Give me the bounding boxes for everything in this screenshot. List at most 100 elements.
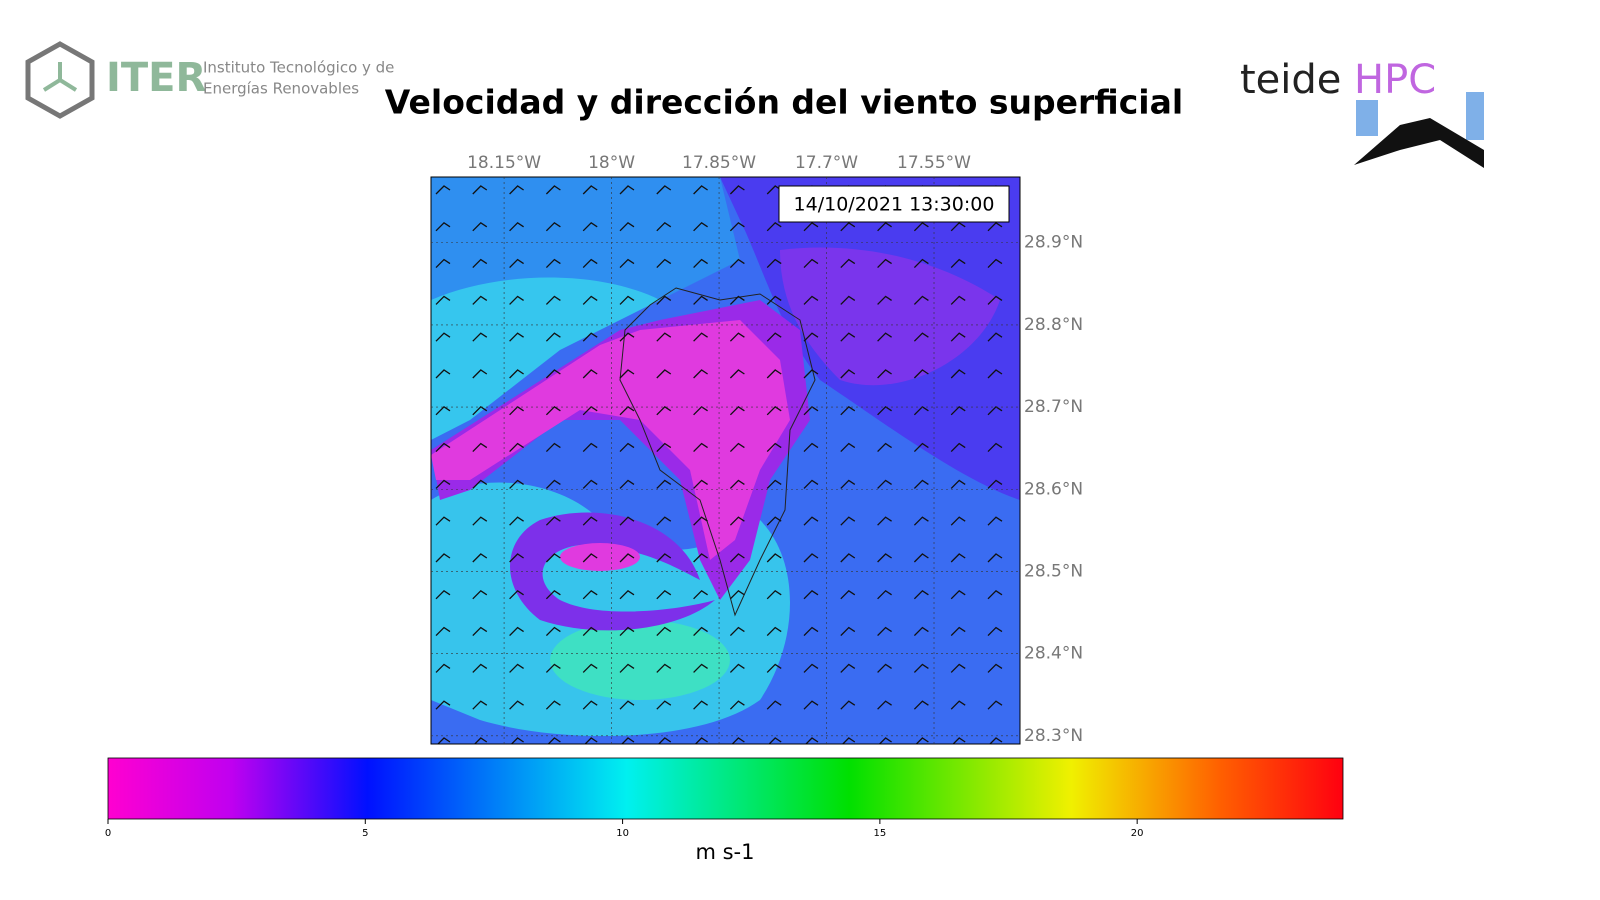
field-area xyxy=(550,620,730,700)
wind-barb xyxy=(509,553,524,563)
wind-barb xyxy=(693,221,708,232)
colorbar-tick-label: 10 xyxy=(616,828,629,839)
wind-barbs xyxy=(435,185,1003,744)
wind-barb xyxy=(913,663,929,673)
wind-barb xyxy=(584,737,598,744)
wind-barb xyxy=(509,185,524,195)
lat-label: 28.8°N xyxy=(1024,315,1083,335)
wind-barb xyxy=(435,553,451,563)
wind-barb xyxy=(435,516,451,526)
wind-barb xyxy=(803,369,819,379)
wind-barb xyxy=(545,553,561,563)
wind-barb xyxy=(472,369,488,379)
wind-barb xyxy=(656,405,672,416)
wind-barb xyxy=(877,405,892,416)
wind-barb xyxy=(693,258,708,269)
wind-barb xyxy=(582,589,598,600)
wind-barb xyxy=(950,369,966,379)
wind-barb xyxy=(693,516,708,526)
wind-barb xyxy=(877,700,892,710)
logo-line: Instituto Tecnológico y de xyxy=(203,59,394,77)
wind-barb xyxy=(693,663,708,673)
logo-icon xyxy=(25,41,95,119)
field-area xyxy=(560,543,640,571)
wind-barb xyxy=(435,221,451,232)
wind-barb xyxy=(437,737,451,744)
wind-barb xyxy=(913,369,929,379)
wind-barb xyxy=(840,221,856,232)
wind-barb xyxy=(509,295,524,305)
wind-barb xyxy=(472,663,488,673)
wind-barb xyxy=(656,479,672,489)
wind-barb xyxy=(878,737,892,744)
wind-barb xyxy=(509,516,524,526)
wind-barb xyxy=(840,589,856,600)
wind-barb xyxy=(729,479,745,489)
wind-barb xyxy=(694,737,708,744)
timestamp-box xyxy=(778,185,1010,223)
wind-barb xyxy=(510,737,524,744)
wind-barb xyxy=(545,442,561,453)
wind-barb xyxy=(472,589,488,600)
wind-barb xyxy=(545,663,561,673)
colorbar-ticks: 0 5 10 15 20 xyxy=(105,819,1144,839)
wind-barb xyxy=(913,626,929,637)
wind-barb xyxy=(766,479,782,489)
wind-barb xyxy=(656,258,672,269)
wind-barb xyxy=(656,332,672,342)
wind-barb xyxy=(509,700,524,710)
wind-barb xyxy=(840,626,856,637)
logo-icon xyxy=(1356,100,1378,136)
lat-label: 28.7°N xyxy=(1024,397,1083,417)
wind-barb xyxy=(582,295,598,305)
wind-barb xyxy=(840,369,856,379)
wind-barb xyxy=(877,516,892,526)
wind-barb xyxy=(950,589,966,600)
wind-barb xyxy=(840,479,856,489)
wind-barb xyxy=(509,663,524,673)
wind-barb xyxy=(619,332,635,342)
logo-icon xyxy=(42,62,78,92)
wind-barb xyxy=(987,663,1003,673)
wind-barb xyxy=(656,221,672,232)
wind-barb xyxy=(472,221,488,232)
wind-barb xyxy=(766,295,782,305)
wind-barb xyxy=(840,442,856,453)
wind-barb xyxy=(729,332,745,342)
wind-barb xyxy=(472,405,488,416)
field-area xyxy=(780,247,1000,386)
logo-icon xyxy=(1466,92,1484,140)
wind-barb xyxy=(656,516,672,526)
wind-barb xyxy=(877,479,892,489)
wind-barb xyxy=(472,442,488,453)
wind-barb xyxy=(950,626,966,637)
wind-barb xyxy=(582,700,598,710)
wind-barb xyxy=(913,516,929,526)
wind-barb xyxy=(766,516,782,526)
wind-barb xyxy=(472,185,488,195)
wind-barb xyxy=(729,553,745,563)
wind-barb xyxy=(950,405,966,416)
wind-barb xyxy=(656,295,672,305)
wind-barb xyxy=(913,479,929,489)
wind-barb xyxy=(729,185,745,195)
wind-barb xyxy=(766,332,782,342)
wind-barb xyxy=(803,589,819,600)
wind-barb xyxy=(913,553,929,563)
wind-barb xyxy=(913,332,929,342)
wind-barb xyxy=(509,332,524,342)
wind-barb xyxy=(619,700,635,710)
colorbar-tick-label: 15 xyxy=(874,828,887,839)
wind-barb xyxy=(545,589,561,600)
lon-label: 18°W xyxy=(588,153,635,173)
wind-barb xyxy=(619,589,635,600)
wind-barb xyxy=(729,442,745,453)
wind-barb xyxy=(803,553,819,563)
wind-barb xyxy=(693,700,708,710)
wind-barb xyxy=(656,185,672,195)
wind-barb xyxy=(877,442,892,453)
wind-barb xyxy=(472,553,488,563)
wind-barb xyxy=(693,553,708,563)
wind-barb xyxy=(766,700,782,710)
